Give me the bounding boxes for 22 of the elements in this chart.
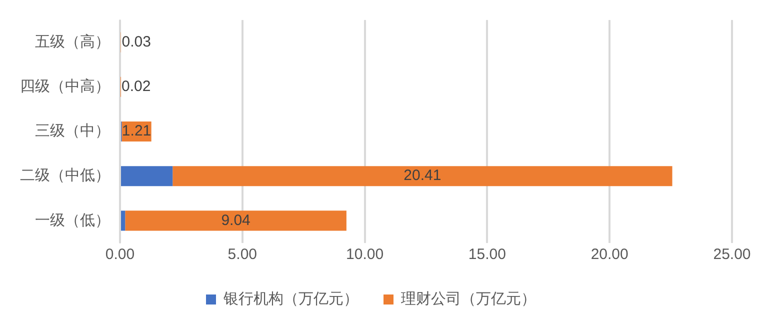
y-tick-label: 一级（低） [35, 212, 110, 229]
x-tick-label: 10.00 [346, 246, 384, 264]
bar [172, 166, 672, 186]
data-label: 0.03 [122, 33, 151, 50]
bar [125, 210, 346, 231]
legend-label: 理财公司（万亿元） [401, 290, 536, 308]
bar [121, 166, 173, 186]
x-tick-label: 25.00 [713, 246, 751, 264]
y-tick-label: 四级（中高） [20, 78, 110, 96]
bar [121, 210, 126, 231]
x-tick-label: 20.00 [590, 246, 628, 264]
y-tick-label: 三级（中） [35, 122, 110, 140]
x-tick-label: 15.00 [468, 246, 506, 264]
data-label: 0.02 [121, 78, 151, 96]
y-tick-label: 二级（中低） [20, 167, 110, 184]
data-label: 9.04 [221, 212, 250, 229]
y-tick-label: 五级（高） [35, 33, 110, 50]
x-tick-label: 5.00 [228, 246, 257, 264]
x-tick-label: 0.00 [105, 246, 135, 264]
legend-label: 银行机构（万亿元） [222, 290, 358, 308]
data-label: 1.21 [122, 122, 152, 140]
data-label: 20.41 [404, 167, 442, 184]
